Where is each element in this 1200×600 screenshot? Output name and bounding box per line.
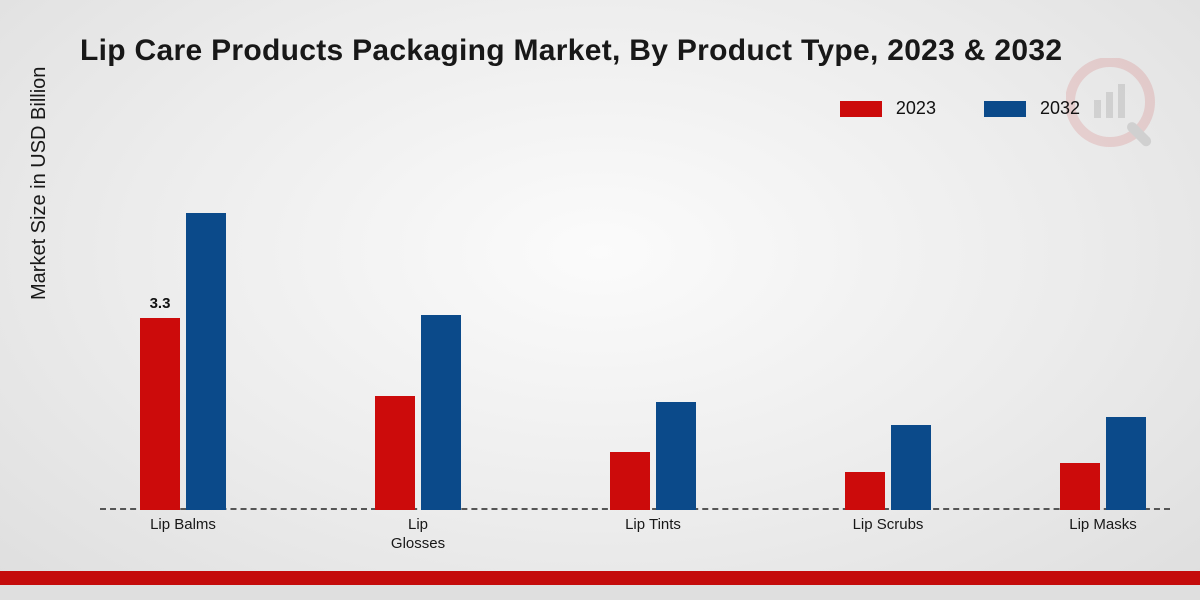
bar-2032-4 xyxy=(1106,417,1146,510)
legend: 2023 2032 xyxy=(840,98,1080,119)
y-axis-label: Market Size in USD Billion xyxy=(28,67,51,300)
bar-value-label: 3.3 xyxy=(135,295,185,312)
x-axis-labels: Lip BalmsLip GlossesLip TintsLip ScrubsL… xyxy=(100,512,1170,552)
bar-2023-2 xyxy=(610,452,650,510)
legend-label-2032: 2032 xyxy=(1040,98,1080,119)
chart-canvas: Lip Care Products Packaging Market, By P… xyxy=(0,0,1200,600)
bar-2032-1 xyxy=(421,315,461,510)
bar-2023-0 xyxy=(140,318,180,511)
legend-item-2023: 2023 xyxy=(840,98,936,119)
legend-label-2023: 2023 xyxy=(896,98,936,119)
bar-2032-2 xyxy=(656,402,696,510)
bar-2032-0 xyxy=(186,213,226,511)
category-label: Lip Masks xyxy=(1023,516,1183,535)
legend-item-2032: 2032 xyxy=(984,98,1080,119)
bar-2023-3 xyxy=(845,472,885,510)
bar-2032-3 xyxy=(891,425,931,510)
category-label: Lip Tints xyxy=(573,516,733,535)
footer-accent-bar xyxy=(0,571,1200,585)
bar-2023-1 xyxy=(375,396,415,510)
legend-swatch-2032 xyxy=(984,101,1026,117)
bar-2023-4 xyxy=(1060,463,1100,510)
category-label: Lip Scrubs xyxy=(808,516,968,535)
legend-swatch-2023 xyxy=(840,101,882,117)
category-label: Lip Glosses xyxy=(338,516,498,554)
watermark-logo xyxy=(1066,58,1166,158)
chart-title: Lip Care Products Packaging Market, By P… xyxy=(80,34,1062,68)
plot-area: 3.3 xyxy=(100,160,1170,510)
category-label: Lip Balms xyxy=(103,516,263,535)
footer-gray-bar xyxy=(0,585,1200,600)
